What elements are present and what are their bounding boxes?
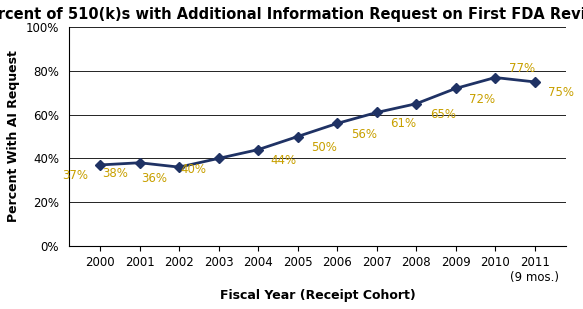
- Text: 72%: 72%: [469, 93, 496, 106]
- Text: 38%: 38%: [102, 167, 128, 180]
- Text: 37%: 37%: [62, 169, 89, 182]
- Y-axis label: Percent With AI Request: Percent With AI Request: [7, 51, 20, 222]
- Title: Percent of 510(k)s with Additional Information Request on First FDA Review Cycle: Percent of 510(k)s with Additional Infor…: [0, 7, 583, 22]
- Text: 56%: 56%: [351, 128, 377, 141]
- Text: 75%: 75%: [549, 86, 574, 99]
- Text: 61%: 61%: [391, 117, 417, 130]
- Text: 77%: 77%: [509, 62, 535, 75]
- Text: 36%: 36%: [141, 171, 167, 184]
- Text: 44%: 44%: [270, 154, 296, 167]
- Text: 65%: 65%: [430, 108, 456, 121]
- Text: 50%: 50%: [311, 141, 338, 154]
- X-axis label: Fiscal Year (Receipt Cohort): Fiscal Year (Receipt Cohort): [220, 289, 415, 302]
- Text: 40%: 40%: [181, 163, 207, 176]
